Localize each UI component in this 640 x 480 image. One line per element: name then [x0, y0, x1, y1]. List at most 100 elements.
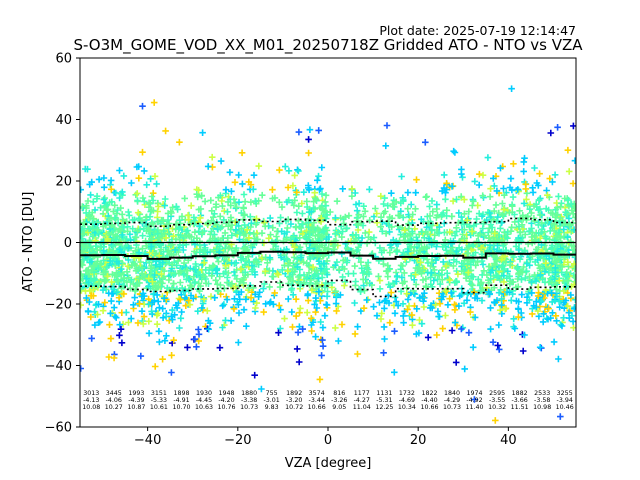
data-point	[353, 207, 361, 214]
data-point	[223, 296, 231, 303]
data-point	[304, 273, 311, 281]
data-point	[432, 301, 439, 309]
data-point	[182, 302, 190, 309]
data-point	[480, 267, 488, 275]
bin-mean-label: -4.13	[83, 397, 99, 404]
data-point	[458, 170, 465, 178]
data-point	[483, 216, 491, 224]
data-point	[295, 128, 303, 136]
data-point	[558, 322, 566, 330]
data-point	[557, 413, 564, 420]
data-point	[261, 223, 269, 230]
data-point	[451, 149, 459, 156]
bin-mean-label: -4.29	[444, 397, 460, 404]
data-point	[283, 235, 290, 243]
data-point	[564, 302, 571, 310]
data-point	[287, 275, 294, 283]
data-point	[119, 188, 126, 196]
data-point	[178, 213, 186, 220]
data-point	[285, 167, 293, 175]
data-point	[570, 246, 576, 253]
data-point	[100, 257, 107, 264]
data-point	[251, 271, 259, 278]
data-point	[489, 338, 497, 346]
data-point	[290, 202, 298, 209]
data-point	[125, 212, 133, 219]
data-point	[247, 242, 255, 249]
data-point	[271, 289, 278, 297]
data-point	[445, 275, 452, 283]
data-point	[117, 265, 125, 273]
bin-mean-label: -3.58	[534, 397, 550, 404]
data-point	[350, 270, 357, 277]
data-point	[349, 248, 357, 255]
data-point	[161, 202, 168, 209]
data-point	[446, 295, 453, 302]
data-point	[558, 269, 565, 276]
data-point	[464, 244, 471, 252]
data-point	[448, 289, 455, 297]
data-point	[153, 180, 160, 188]
data-point	[139, 232, 146, 239]
data-point	[388, 189, 395, 197]
data-point	[145, 301, 152, 308]
bin-std-label: 11.04	[353, 404, 371, 411]
data-point	[181, 232, 189, 240]
data-point	[80, 230, 87, 238]
data-point	[572, 214, 576, 221]
data-point	[191, 278, 199, 286]
data-point	[112, 189, 120, 197]
data-point	[244, 246, 251, 253]
data-point	[86, 298, 93, 306]
data-point	[487, 221, 495, 228]
data-point	[468, 228, 476, 235]
data-point	[530, 202, 538, 210]
data-point	[521, 231, 529, 238]
data-point	[159, 259, 166, 266]
data-point	[509, 202, 516, 210]
data-point	[565, 196, 572, 204]
data-point	[357, 258, 365, 266]
data-point	[498, 295, 505, 303]
data-point	[386, 249, 394, 256]
data-point	[319, 274, 326, 281]
data-point	[506, 184, 514, 191]
data-point	[399, 300, 407, 308]
data-point	[207, 293, 215, 300]
data-point	[258, 229, 266, 237]
data-point	[529, 189, 537, 196]
data-point	[318, 190, 326, 198]
data-point	[86, 259, 94, 266]
data-point	[396, 212, 404, 219]
data-point	[542, 205, 550, 212]
data-point	[109, 242, 117, 250]
data-point	[137, 352, 145, 360]
data-point	[139, 245, 146, 252]
data-point	[312, 333, 319, 340]
data-point	[186, 301, 194, 308]
data-point	[221, 229, 229, 237]
data-point	[491, 182, 498, 190]
data-point	[397, 208, 405, 215]
data-point	[104, 206, 112, 213]
data-point	[547, 209, 555, 217]
data-point	[380, 323, 388, 331]
data-point	[235, 309, 243, 317]
data-point	[453, 278, 460, 285]
data-point	[289, 182, 297, 189]
data-point	[384, 202, 392, 209]
bin-count-label: 3151	[151, 390, 167, 397]
bin-count-label: 1892	[286, 390, 302, 397]
data-point	[550, 338, 558, 346]
data-point	[165, 317, 173, 324]
data-point	[545, 269, 553, 276]
data-point	[516, 269, 523, 277]
data-point	[498, 310, 506, 317]
data-point	[526, 296, 533, 304]
data-point	[332, 214, 339, 222]
data-point	[173, 304, 181, 312]
lower-std-line	[80, 279, 576, 298]
data-point	[549, 178, 556, 186]
data-point	[391, 294, 399, 301]
data-point	[116, 332, 123, 339]
